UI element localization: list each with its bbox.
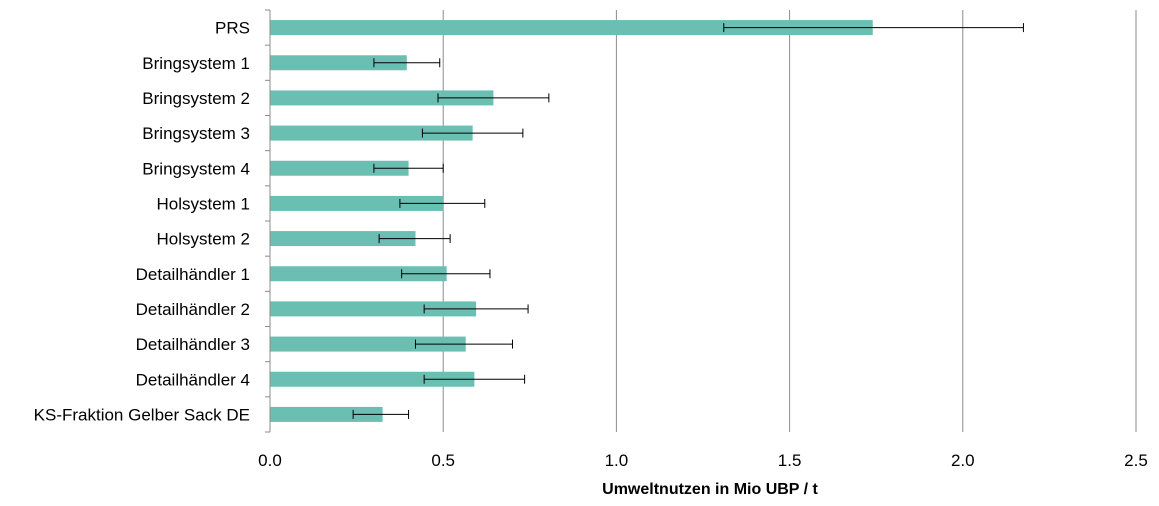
x-tick-label: 1.5 [778,451,802,470]
category-label: Detailhändler 3 [136,335,250,354]
category-label: Detailhändler 1 [136,265,250,284]
category-label: Detailhändler 4 [136,370,250,389]
category-label: Holsystem 2 [156,230,250,249]
category-label: Bringsystem 2 [142,89,250,108]
error-bars-layer [352,23,1024,419]
axis-layer [265,9,271,433]
x-axis-title: Umweltnutzen in Mio UBP / t [602,481,818,498]
category-label: PRS [215,19,250,38]
category-label: Holsystem 1 [156,194,250,213]
bar [270,406,383,422]
x-tick-label: 0.0 [258,451,282,470]
x-tick-label: 2.5 [1124,451,1148,470]
category-label: Detailhändler 2 [136,300,250,319]
bar [270,371,475,387]
category-label: Bringsystem 4 [142,159,250,178]
category-label: KS-Fraktion Gelber Sack DE [34,405,250,424]
bar [270,55,407,71]
x-tick-label: 2.0 [951,451,975,470]
x-tick-labels: 0.0 0.5 1.0 1.5 2.0 2.5 [258,451,1148,470]
category-label: Bringsystem 3 [142,124,250,143]
category-labels: PRS Bringsystem 1 Bringsystem 2 Bringsystem… [34,19,250,425]
bar [270,336,466,352]
category-label: Bringsystem 1 [142,54,250,73]
bar [270,20,873,36]
x-tick-label: 0.5 [431,451,455,470]
x-tick-label: 1.0 [605,451,629,470]
bar [270,266,447,282]
grid-layer [442,10,1137,432]
bars-layer [270,20,873,422]
